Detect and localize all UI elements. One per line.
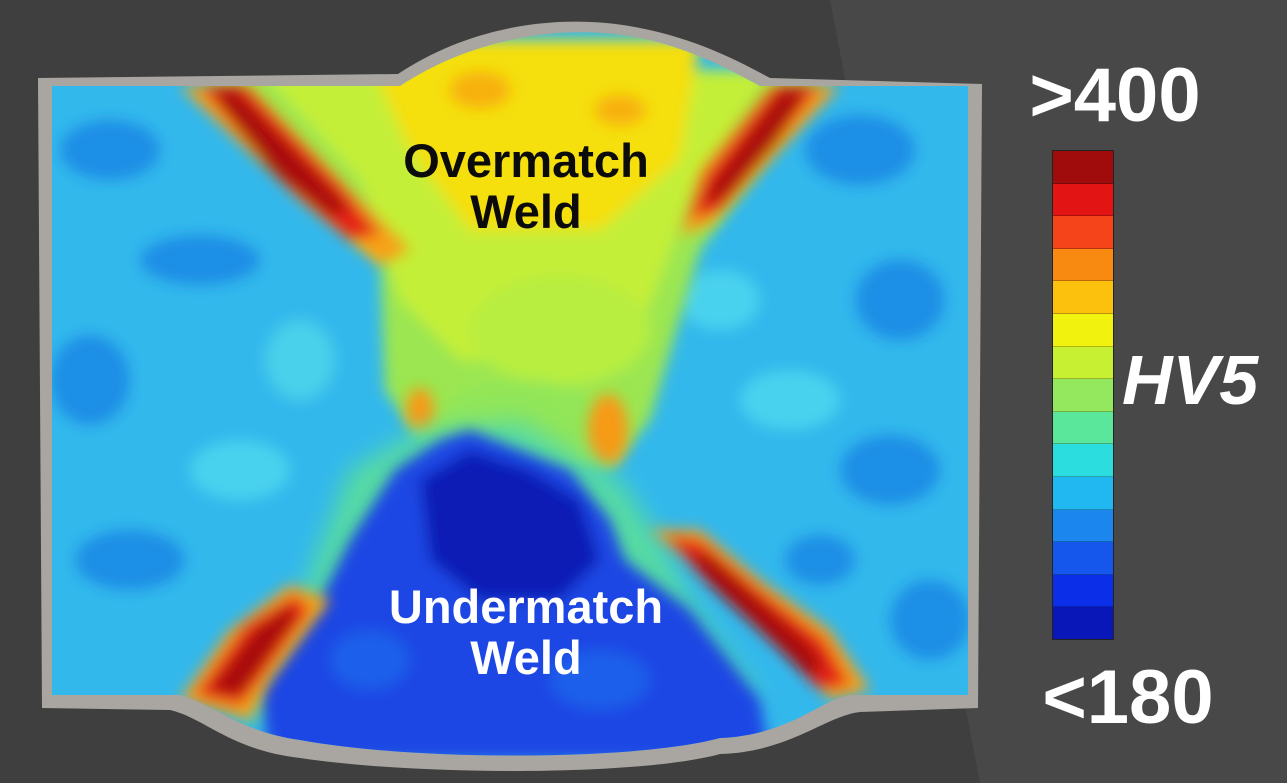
colorbar-step <box>1053 379 1113 412</box>
colorbar-step <box>1053 411 1113 445</box>
colorbar-step <box>1053 248 1113 282</box>
overmatch-label-line-1: Overmatch <box>403 134 649 187</box>
weld-hot-spots <box>406 72 645 466</box>
colorbar-unit-label: HV5 <box>1122 341 1259 419</box>
colorbar-max-label: >400 <box>1029 53 1201 138</box>
colorbar-step <box>1053 216 1113 249</box>
undermatch-weld-zone <box>260 430 770 756</box>
upper-haz-bands <box>180 86 840 265</box>
undermatch-label-line-1: Undermatch <box>388 580 664 633</box>
lower-haz-bands <box>180 530 870 720</box>
colorbar-step <box>1053 313 1113 347</box>
colorbar-step <box>1053 542 1113 575</box>
colorbar-step <box>1053 509 1113 543</box>
base-metal-texture <box>52 115 968 660</box>
colorbar-step <box>1053 444 1113 477</box>
colorbar-step <box>1053 476 1113 510</box>
undermatch-weld-label: Undermatch Weld <box>316 580 736 684</box>
overmatch-weld-label: Overmatch Weld <box>316 134 736 238</box>
colorbar-step <box>1053 574 1113 608</box>
colorbar-step <box>1053 281 1113 314</box>
overmatch-weld-zone <box>190 40 830 470</box>
overmatch-label-line-2: Weld <box>470 184 582 238</box>
colorbar-step <box>1053 346 1113 380</box>
undermatch-label-line-2: Weld <box>470 630 582 684</box>
colorbar-step <box>1053 151 1113 184</box>
colorbar-min-label: <180 <box>1042 655 1214 740</box>
colorbar-step <box>1053 183 1113 217</box>
colorbar <box>1052 150 1114 640</box>
colorbar-step <box>1053 607 1113 639</box>
